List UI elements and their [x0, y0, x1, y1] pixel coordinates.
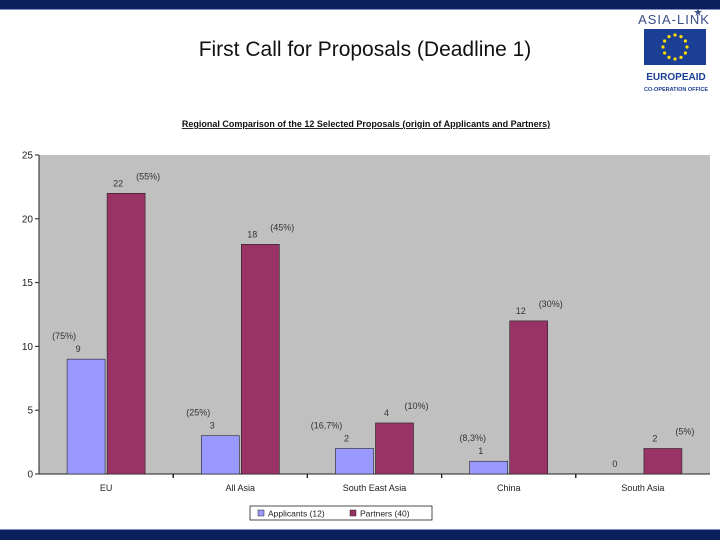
- percentage-label: (75%): [52, 331, 76, 341]
- eu-star-icon: [673, 57, 677, 61]
- percentage-label: (10%): [404, 401, 428, 411]
- percentage-label: (25%): [186, 408, 210, 418]
- bar-chart: Regional Comparison of the 12 Selected P…: [22, 119, 710, 521]
- data-label: 9: [76, 344, 81, 354]
- data-label: 1: [478, 446, 483, 456]
- top-frame-line: [0, 9, 720, 10]
- eu-star-icon: [679, 55, 683, 59]
- percentage-label: (16,7%): [311, 420, 343, 430]
- bars: 9(75%)22(55%)3(25%)18(45%)2(16,7%)4(10%)…: [52, 171, 694, 475]
- data-label: 12: [516, 306, 526, 316]
- percentage-label: (30%): [539, 299, 563, 309]
- partners-bar: [643, 448, 683, 475]
- partners-bar: [241, 244, 280, 475]
- data-label: 2: [652, 433, 657, 443]
- applicants-bar: [469, 460, 509, 475]
- logos-graphic: ASIA-LINK EUROPEAID CO-OPERATION OFFICE: [638, 8, 710, 93]
- data-label: 3: [210, 421, 215, 431]
- data-label: 18: [247, 229, 257, 239]
- plot-area: [39, 155, 710, 474]
- chart-title: Regional Comparison of the 12 Selected P…: [182, 119, 550, 129]
- partners-bar: [509, 320, 549, 475]
- applicants-bar: [66, 358, 106, 475]
- x-tick-label: South East Asia: [343, 483, 407, 493]
- legend-label: Partners (40): [360, 509, 410, 519]
- percentage-label: (45%): [270, 222, 294, 232]
- europeaid-logo: EUROPEAID: [646, 72, 705, 83]
- eu-star-icon: [673, 33, 677, 37]
- legend-swatch: [349, 509, 357, 517]
- y-tick-label: 0: [27, 470, 33, 481]
- eu-stars: [661, 33, 689, 61]
- percentage-label: (55%): [136, 171, 160, 181]
- data-label: 0: [612, 459, 617, 469]
- chart-area: Regional Comparison of the 12 Selected P…: [0, 108, 720, 526]
- legend-label: Applicants (12): [268, 509, 325, 519]
- legend: Applicants (12) Partners (40): [249, 505, 433, 521]
- data-label: 2: [344, 433, 349, 443]
- y-tick-label: 25: [22, 151, 34, 162]
- applicants-bar: [335, 448, 374, 475]
- data-label: 22: [113, 178, 123, 188]
- eu-star-icon: [685, 45, 689, 49]
- eu-star-icon: [663, 39, 667, 43]
- legend-swatch: [257, 509, 265, 517]
- europeaid-subtitle: CO-OPERATION OFFICE: [644, 87, 708, 93]
- eu-star-icon: [679, 35, 683, 39]
- y-tick-label: 10: [22, 342, 34, 353]
- percentage-label: (8,3%): [459, 433, 486, 443]
- x-axis: EU All Asia South East Asia China South Asia: [39, 473, 710, 493]
- x-tick-label: EU: [100, 483, 113, 493]
- eu-star-icon: [661, 45, 665, 49]
- eu-star-icon: [667, 55, 671, 59]
- eu-star-icon: [663, 51, 667, 55]
- x-tick-label: South Asia: [621, 483, 664, 493]
- slide-title: First Call for Proposals (Deadline 1): [198, 38, 532, 61]
- y-axis: 0 5 10 15 20 25: [22, 151, 40, 481]
- asia-link-star-icon: [694, 8, 702, 16]
- x-tick-label: China: [497, 483, 521, 493]
- y-tick-label: 15: [22, 278, 34, 289]
- percentage-label: (5%): [675, 426, 694, 436]
- applicants-bar: [201, 435, 240, 475]
- x-tick-label: All Asia: [226, 483, 256, 493]
- partners-bar: [106, 192, 146, 475]
- y-tick-label: 20: [22, 214, 34, 225]
- top-frame-bar: [0, 0, 720, 9]
- eu-star-icon: [683, 51, 687, 55]
- legend-box: [249, 505, 433, 521]
- eu-star-icon: [667, 35, 671, 39]
- data-label: 4: [384, 408, 389, 418]
- eu-star-icon: [683, 39, 687, 43]
- logo-area: ASIA-LINK EUROPEAID CO-OPERATION OFFICE: [630, 4, 718, 98]
- y-tick-label: 5: [27, 406, 33, 417]
- bottom-frame-bar: [0, 530, 720, 540]
- partners-bar: [375, 422, 414, 475]
- asia-link-logo: ASIA-LINK: [638, 12, 710, 27]
- bottom-frame-line: [0, 529, 720, 530]
